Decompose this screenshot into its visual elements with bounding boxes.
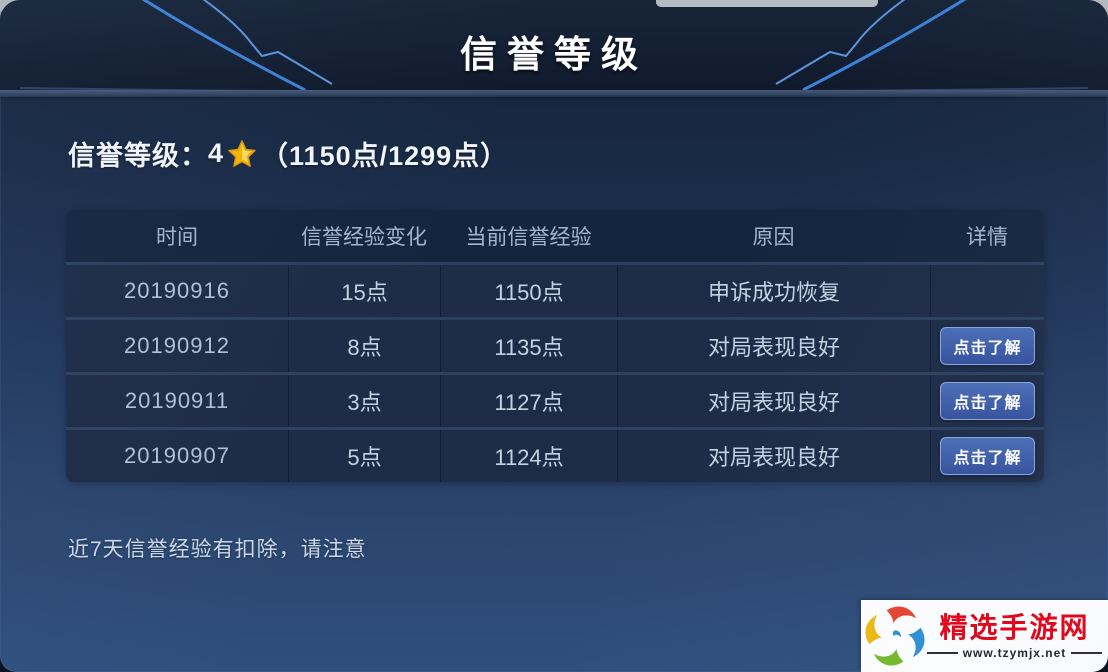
cell-current: 1135点	[440, 320, 617, 372]
cell-detail: 点击了解	[930, 320, 1044, 372]
credit-summary: 信誉等级： 4 （1150点/1299点）	[68, 134, 508, 173]
table-row: 20190911 3点 1127点 对局表现良好 点击了解	[66, 375, 1044, 427]
cell-date: 20190911	[124, 388, 230, 413]
column-header-reason: 原因	[752, 226, 795, 249]
table-row: 20190912 8点 1135点 对局表现良好 点击了解	[66, 320, 1044, 372]
cell-change: 3点	[288, 375, 440, 427]
cell-reason: 申诉成功恢复	[617, 265, 930, 317]
table-row: 20190907 5点 1124点 对局表现良好 点击了解	[66, 430, 1044, 482]
column-header-current: 当前信誉经验	[465, 226, 592, 249]
column-header-detail: 详情	[966, 226, 1008, 249]
cell-date: 20190916	[124, 278, 230, 303]
watermark-dash-left	[927, 651, 958, 654]
notice-text: 近7天信誉经验有扣除，请注意	[68, 538, 367, 561]
watermark-site-url: www.tzymjx.net	[962, 645, 1067, 660]
detail-button[interactable]: 点击了解	[940, 437, 1035, 475]
header-divider	[0, 90, 1108, 97]
table-body: 20190916 15点 1150点 申诉成功恢复 20190912 8点 11…	[66, 265, 1044, 482]
cell-reason: 对局表现良好	[617, 375, 930, 427]
detail-button[interactable]: 点击了解	[940, 382, 1035, 420]
credit-summary-label: 信誉等级：	[68, 141, 208, 171]
cell-detail: 点击了解	[930, 375, 1044, 427]
cell-detail: 点击了解	[930, 430, 1044, 482]
header-decoration-lines-icon	[19, 0, 1089, 90]
credit-points-value: （1150点/1299点）	[261, 141, 509, 171]
credit-history-table: 时间 信誉经验变化 当前信誉经验 原因 详情 20190916 15点 1150…	[66, 210, 1044, 482]
cell-current: 1127点	[440, 375, 617, 427]
cell-current: 1150点	[440, 265, 617, 317]
credit-level-value: 4	[208, 138, 225, 168]
pinwheel-logo-icon	[865, 606, 925, 666]
star-icon	[228, 139, 256, 167]
watermark-dash-right	[1071, 651, 1103, 654]
page-title: 信誉等级	[460, 34, 648, 75]
cell-date: 20190907	[124, 443, 230, 468]
cell-change: 8点	[288, 320, 440, 372]
cell-change: 5点	[288, 430, 440, 482]
cell-current: 1124点	[440, 430, 617, 482]
cell-change: 15点	[288, 265, 440, 317]
cell-reason: 对局表现良好	[617, 320, 930, 372]
cell-reason: 对局表现良好	[617, 430, 930, 482]
column-header-change: 信誉经验变化	[301, 226, 427, 249]
detail-button[interactable]: 点击了解	[940, 327, 1035, 365]
table-row: 20190916 15点 1150点 申诉成功恢复	[66, 265, 1044, 317]
cell-detail	[930, 265, 1044, 317]
cell-date: 20190912	[124, 333, 230, 358]
header-top-notch	[656, 0, 878, 7]
table-header-row: 时间 信誉经验变化 当前信誉经验 原因 详情	[66, 210, 1044, 262]
column-header-time: 时间	[156, 226, 198, 249]
watermark-site-name: 精选手游网	[939, 611, 1090, 643]
watermark-badge: 精选手游网 www.tzymjx.net	[861, 600, 1108, 672]
dialog-header: 信誉等级	[0, 0, 1108, 90]
